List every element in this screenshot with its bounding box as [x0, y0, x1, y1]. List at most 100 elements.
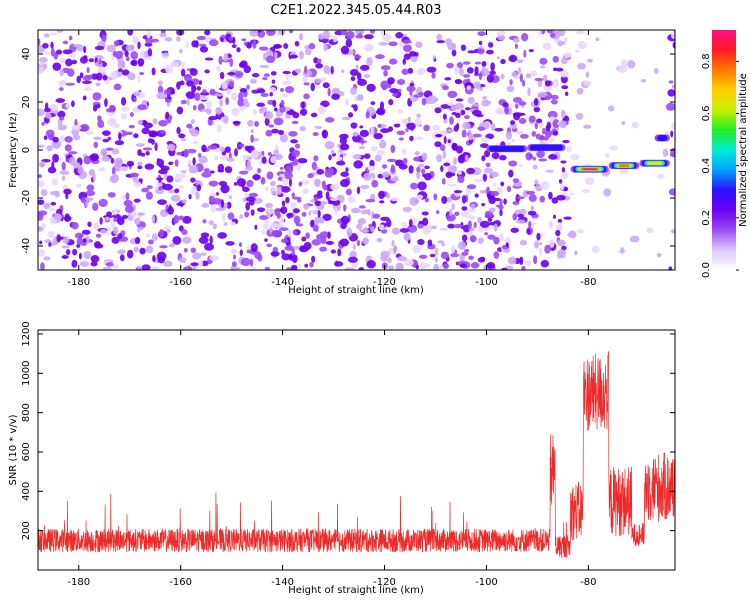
- heatmap-cell: [505, 131, 512, 140]
- heatmap-cell: [432, 124, 440, 131]
- heatmap-cell: [434, 134, 443, 138]
- heatmap-cell: [397, 109, 403, 114]
- heatmap-cell: [157, 85, 164, 94]
- heatmap-cell: [203, 168, 210, 173]
- heatmap-cell: [469, 235, 477, 243]
- heatmap-cell: [268, 208, 275, 215]
- heatmap-cell: [118, 132, 122, 141]
- heatmap-cell: [583, 124, 592, 129]
- heatmap-cell: [313, 196, 318, 201]
- heatmap-cell: [581, 189, 591, 194]
- heatmap-cell: [471, 109, 482, 116]
- heatmap-cell: [166, 229, 172, 233]
- heatmap-cell: [295, 68, 302, 74]
- heatmap-cell: [144, 163, 155, 170]
- heatmap-cell: [480, 256, 485, 261]
- heatmap-cell: [454, 65, 459, 75]
- heatmap-cell: [58, 79, 67, 87]
- heatmap-cell: [130, 211, 137, 217]
- snr-y-ticks: 200 400 600 800 1000 1200: [21, 321, 675, 540]
- heatmap-cell: [576, 229, 585, 234]
- heatmap-cell: [372, 213, 381, 219]
- heatmap-cell: [163, 89, 172, 95]
- heatmap-cell: [113, 83, 122, 91]
- heatmap-cell: [137, 75, 141, 83]
- heatmap-cell: [620, 247, 625, 254]
- heatmap-cell: [491, 123, 496, 131]
- heatmap-cell: [387, 126, 394, 132]
- heatmap-cell: [378, 190, 385, 200]
- heatmap-cell: [245, 165, 253, 172]
- heatmap-cell: [266, 171, 274, 180]
- heatmap-cell: [504, 237, 512, 245]
- heatmap-cell: [467, 96, 475, 104]
- heatmap-cell: [330, 183, 340, 191]
- heatmap-cell: [169, 61, 179, 68]
- heatmap-cell: [88, 58, 95, 63]
- heatmap-cell: [95, 82, 101, 87]
- heatmap-cell: [198, 152, 202, 158]
- heatmap-cell: [113, 40, 120, 47]
- spectrogram-x-label: Height of straight line (km): [288, 285, 424, 296]
- heatmap-cell: [354, 54, 362, 60]
- heatmap-cell: [340, 30, 348, 36]
- heatmap-cell: [186, 80, 194, 87]
- heatmap-cell: [183, 148, 189, 158]
- x-tick-label: -100: [475, 577, 498, 588]
- heatmap-cell: [322, 213, 332, 221]
- heatmap-cell: [229, 221, 236, 226]
- heatmap-cell: [368, 223, 373, 228]
- heatmap-cell: [284, 171, 293, 180]
- heatmap-cell: [50, 47, 55, 57]
- heatmap-cell: [279, 227, 289, 231]
- heatmap-cell: [82, 95, 87, 101]
- heatmap-cell: [38, 38, 41, 46]
- heatmap-cell: [93, 222, 100, 231]
- heatmap-cell: [231, 44, 237, 49]
- heatmap-cell: [416, 67, 426, 76]
- heatmap-cell: [464, 154, 469, 161]
- heatmap-cell: [239, 214, 244, 219]
- heatmap-cell: [412, 156, 422, 162]
- heatmap-cell: [231, 92, 238, 101]
- heatmap-cell: [64, 144, 72, 152]
- heatmap-cell: [246, 179, 254, 188]
- heatmap-cell: [302, 188, 309, 194]
- heatmap-cell: [130, 51, 139, 60]
- heatmap-cell: [137, 149, 142, 156]
- heatmap-cell: [451, 203, 455, 211]
- heatmap-cell: [473, 81, 481, 89]
- heatmap-cell: [421, 225, 432, 235]
- heatmap-cell: [38, 144, 45, 148]
- heatmap-cell: [534, 240, 539, 249]
- heatmap-cell: [119, 166, 129, 172]
- heatmap-cell: [265, 202, 274, 209]
- heatmap-cell: [273, 149, 280, 155]
- heatmap-cell: [79, 72, 84, 79]
- heatmap-cell: [228, 80, 235, 88]
- heatmap-cell: [434, 141, 442, 148]
- heatmap-cell: [331, 93, 341, 100]
- heatmap-cell: [490, 62, 495, 71]
- heatmap-cell: [447, 102, 455, 106]
- heatmap-cell: [228, 195, 232, 200]
- heatmap-cell: [371, 179, 379, 188]
- heatmap-cell: [583, 80, 592, 86]
- y-tick-label: 400: [21, 482, 32, 501]
- heatmap-cell: [96, 72, 103, 81]
- heatmap-cell: [608, 145, 619, 151]
- heatmap-cell: [656, 173, 665, 179]
- heatmap-cell: [277, 30, 286, 35]
- heatmap-cell: [453, 223, 463, 229]
- heatmap-cell: [282, 80, 292, 85]
- heatmap-cell: [117, 68, 123, 72]
- heatmap-cell: [646, 227, 654, 234]
- heatmap-cell: [462, 121, 471, 130]
- heatmap-cell: [304, 48, 312, 56]
- heatmap-cell: [205, 35, 211, 43]
- heatmap-cell: [362, 237, 369, 245]
- heatmap-cell: [126, 249, 134, 259]
- heatmap-cell: [390, 177, 400, 182]
- heatmap-cell: [198, 155, 208, 164]
- heatmap-cell: [133, 133, 139, 139]
